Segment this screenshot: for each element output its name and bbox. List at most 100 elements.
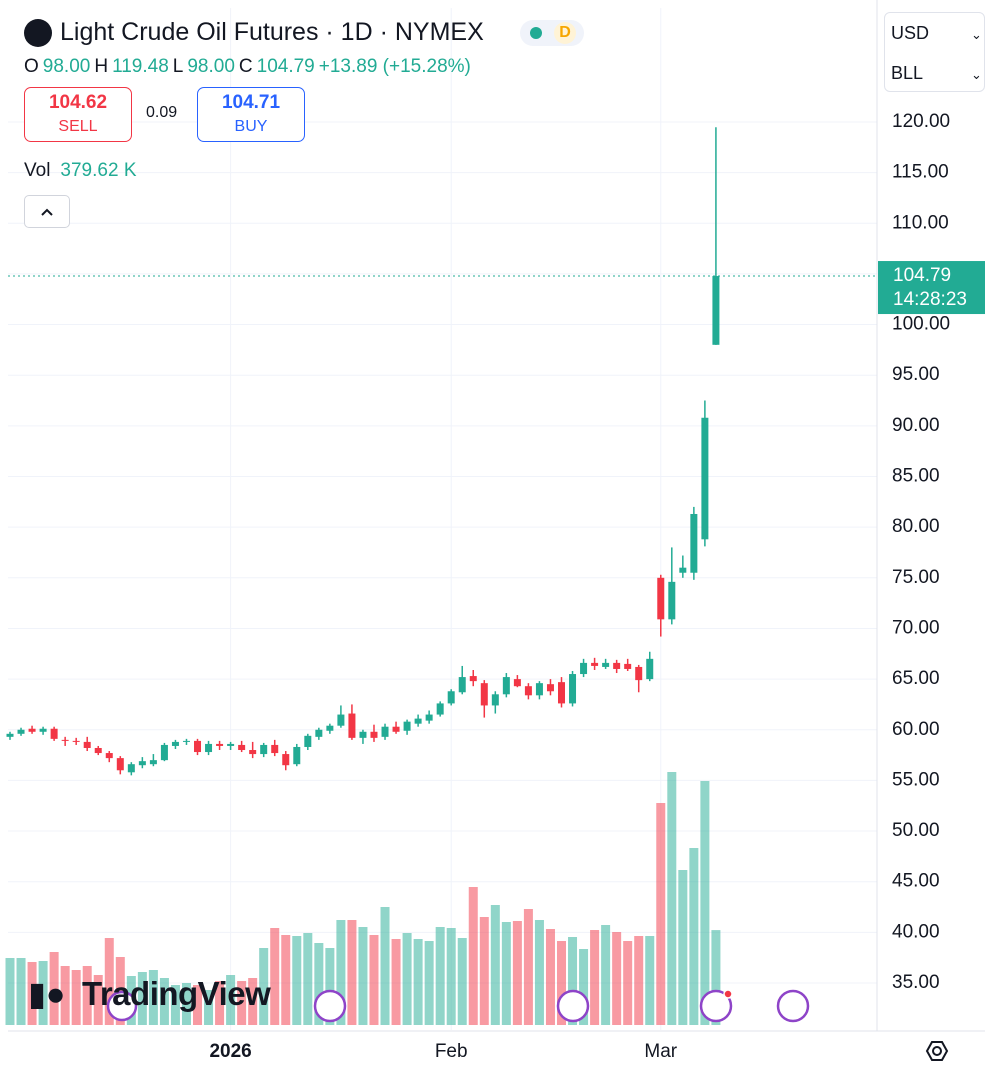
- candle-body: [668, 581, 676, 620]
- candle-body: [50, 728, 58, 739]
- currency[interactable]: USD: [891, 23, 930, 43]
- ohlc-value: 98.00: [187, 56, 235, 77]
- volume-bar: [612, 932, 622, 1025]
- volume-value: 379.62 K: [60, 160, 137, 181]
- volume-bar: [336, 920, 346, 1025]
- countdown: 14:28:23: [893, 289, 967, 310]
- candle-body: [657, 577, 665, 620]
- candle-body: [414, 718, 422, 724]
- volume-bar: [292, 936, 302, 1025]
- y-tick-label: 85.00: [892, 466, 940, 487]
- candle-body: [425, 714, 433, 721]
- volume-bar: [479, 917, 489, 1025]
- candle-body: [83, 741, 91, 748]
- candle-body: [194, 740, 202, 753]
- volume-bar: [82, 966, 92, 1025]
- candle-body: [304, 735, 312, 747]
- candle-body: [127, 764, 135, 773]
- y-tick-label: 100.00: [892, 314, 950, 335]
- candle-body: [138, 761, 146, 766]
- symbol-title[interactable]: Light Crude Oil Futures · 1D · NYMEX: [60, 18, 484, 46]
- buy-button[interactable]: 104.71 BUY: [197, 87, 305, 142]
- candle-body: [227, 743, 235, 746]
- candle-body: [160, 744, 168, 761]
- unit-selector[interactable]: USD ⌄ BLL ⌄: [884, 12, 985, 92]
- volume-bar: [104, 938, 114, 1025]
- volume-bar: [590, 930, 600, 1025]
- candle-body: [260, 744, 268, 755]
- volume-bar: [402, 933, 412, 1025]
- candle-body: [635, 666, 643, 681]
- volume-bar: [700, 781, 710, 1025]
- symbol-icon: [24, 19, 52, 47]
- last-price-box: [878, 261, 985, 315]
- volume-bar: [645, 936, 655, 1025]
- candle-body: [61, 739, 69, 741]
- volume-bar: [281, 935, 291, 1025]
- candle-body: [17, 729, 25, 734]
- volume-bar: [193, 985, 203, 1025]
- candle-body: [348, 713, 356, 738]
- candle-body: [624, 663, 632, 669]
- ohlc-key: C: [238, 56, 253, 77]
- volume-bar: [38, 961, 48, 1025]
- event-marker[interactable]: [313, 989, 347, 1023]
- buy-label: BUY: [234, 118, 268, 135]
- sell-button[interactable]: 104.62 SELL: [24, 87, 132, 142]
- y-tick-label: 60.00: [892, 719, 940, 740]
- volume-bar: [678, 870, 688, 1025]
- last-price-label: 104.79: [893, 265, 951, 286]
- volume-bar: [248, 978, 258, 1025]
- volume-bar: [60, 966, 70, 1025]
- candle-body: [558, 682, 565, 704]
- candle-body: [72, 740, 80, 742]
- branding: ▮● TradingView: [28, 975, 271, 1012]
- candle-body: [491, 694, 499, 706]
- volume-bar: [215, 981, 225, 1025]
- candle-body: [315, 729, 323, 737]
- candle-body: [447, 691, 455, 704]
- event-badge: [723, 989, 733, 999]
- ohlc-value: 104.79: [256, 56, 315, 77]
- volume-bar: [49, 952, 59, 1025]
- candle-body: [238, 744, 246, 751]
- sell-label: SELL: [58, 118, 98, 135]
- change: +13.89 (+15.28%): [318, 56, 471, 77]
- y-tick-label: 110.00: [892, 212, 949, 233]
- volume-bar: [623, 941, 633, 1025]
- volume-bar: [303, 933, 313, 1025]
- volume-bar: [391, 939, 401, 1025]
- collapse-button[interactable]: [24, 195, 70, 228]
- event-marker[interactable]: [776, 989, 810, 1023]
- volume-bar: [170, 985, 180, 1025]
- volume-bar: [237, 981, 247, 1025]
- ohlc-legend: O 98.00 H 119.48 L 98.00 C 104.79 +13.89 (+15.28…: [24, 56, 475, 78]
- event-marker[interactable]: [699, 989, 733, 1023]
- volume-bar: [490, 905, 500, 1025]
- event-markers[interactable]: [106, 989, 810, 1023]
- chevron: [41, 208, 53, 216]
- candle-body: [39, 728, 47, 732]
- unit[interactable]: BLL: [891, 63, 924, 83]
- event-marker[interactable]: [556, 989, 590, 1023]
- candle-body: [249, 750, 257, 755]
- candle-body: [502, 677, 510, 695]
- volume-bar: [270, 928, 280, 1025]
- event-marker[interactable]: [106, 990, 138, 1022]
- candle-body: [546, 684, 554, 692]
- x-tick-label: 2026: [209, 1041, 251, 1062]
- candle-body: [591, 662, 599, 666]
- ohlc-value: 119.48: [112, 56, 169, 77]
- settings-icon[interactable]: [925, 1041, 949, 1061]
- volume-bar: [137, 972, 147, 1025]
- y-tick-label: 65.00: [892, 668, 940, 689]
- volume-bar: [501, 922, 511, 1025]
- volume-bar: [369, 935, 379, 1025]
- candle-body: [381, 726, 389, 737]
- candle-body: [6, 733, 14, 737]
- candle-body: [293, 746, 301, 765]
- badge-letter: D: [554, 22, 576, 44]
